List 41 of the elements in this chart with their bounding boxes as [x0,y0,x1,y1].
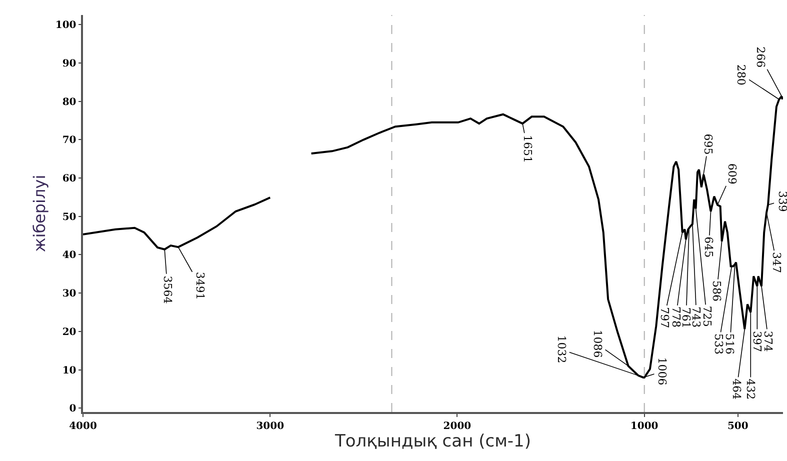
annotation: 695 [702,134,715,155]
y-tick-label: 50 [62,212,76,223]
annotation: 3564 [160,276,174,304]
annotation: 280 [734,64,748,86]
y-tick-label: 0 [69,404,76,415]
annotation: 725 [700,306,714,327]
x-axis-title: Толқындық сан (см-1) [334,432,531,452]
y-tick-label: 60 [62,174,76,185]
annotation: 778 [669,306,682,328]
annotation: 339 [776,190,787,212]
annotation: 464 [730,378,743,400]
annotation: 374 [762,330,775,352]
x-tick-label: 500 [727,420,748,432]
annotation: 3491 [193,272,206,300]
annotation: 347 [770,252,784,274]
annotation: 397 [750,331,764,352]
y-tick-label: 80 [62,96,76,108]
annotation: 1006 [656,357,669,386]
annotation: 1032 [554,335,568,364]
annotation: 1651 [521,135,534,164]
x-tick-label: 1000 [630,420,658,432]
y-tick-label: 40 [62,250,76,262]
annotation: 1086 [591,330,604,358]
x-tick-label: 4000 [69,420,97,432]
x-tick-label: 2000 [443,420,472,432]
x-tick-label: 3000 [256,420,284,432]
annotation: 797 [658,307,671,328]
y-tick-label: 90 [62,58,76,70]
y-axis-title: жіберілуі [30,174,49,252]
annotation: 609 [725,163,738,184]
annotation: 432 [744,378,757,400]
y-tick-label: 20 [62,326,76,338]
annotation: 533 [712,334,725,355]
y-tick-label: 30 [62,288,76,300]
y-tick-label: 10 [62,365,76,376]
annotation: 586 [710,280,724,302]
annotation: 266 [754,46,768,68]
annotation: 645 [702,236,716,258]
y-tick-label: 100 [55,20,76,32]
annotation: 516 [723,333,736,354]
y-tick-label: 70 [62,135,76,146]
